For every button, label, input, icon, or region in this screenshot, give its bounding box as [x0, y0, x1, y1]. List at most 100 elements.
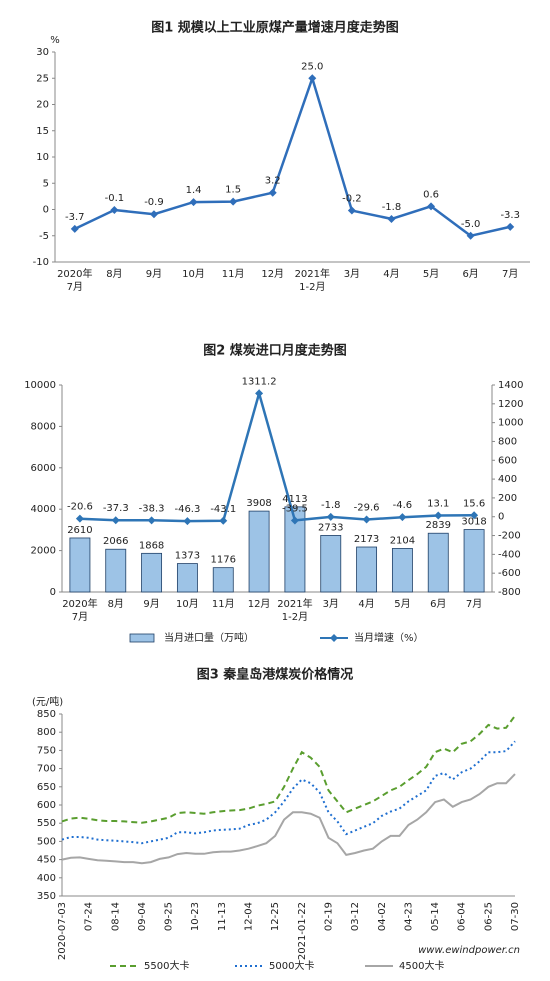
bar — [176, 563, 198, 593]
y-tick-label: 500 — [37, 836, 56, 847]
marker — [398, 513, 407, 522]
data-label: 2104 — [390, 535, 415, 546]
y-tick-label: 10 — [36, 152, 49, 163]
x-tick-label: 8月 — [106, 268, 122, 280]
y-tick-label: -5 — [39, 231, 49, 242]
series-line — [61, 715, 516, 824]
x-tick-label: 8月 — [108, 598, 124, 610]
watermark: www.ewindpower.cn — [418, 945, 520, 956]
marker — [326, 512, 335, 521]
x-tick-label: 12-25 — [270, 902, 281, 931]
marker — [434, 511, 443, 520]
data-label: 1868 — [139, 540, 164, 551]
y-tick-label: 2000 — [31, 546, 56, 557]
bar — [284, 506, 306, 593]
x-tick-label: 2021年 1-2月 — [295, 267, 330, 293]
y2-tick-label: -600 — [498, 568, 521, 579]
marker — [75, 514, 84, 523]
y-tick-label: 550 — [37, 818, 56, 829]
bar — [427, 532, 449, 593]
x-tick-label: 02-19 — [323, 902, 334, 931]
marker — [470, 511, 479, 520]
y-tick-label: 800 — [37, 727, 56, 738]
series-line — [74, 74, 511, 238]
y2-tick-label: -200 — [498, 531, 521, 542]
y-tick-label: 25 — [36, 73, 49, 84]
data-label: 3018 — [461, 517, 486, 528]
y-tick-label: 600 — [37, 800, 56, 811]
data-label: -0.1 — [105, 193, 125, 204]
data-label: -46.3 — [174, 504, 200, 515]
marker — [308, 74, 317, 83]
x-tick-label: 06-25 — [483, 902, 494, 931]
data-label: 0.6 — [423, 189, 439, 200]
x-tick-label: 11月 — [212, 598, 235, 610]
x-tick-label: 5月 — [394, 598, 410, 610]
y-tick-label: 0 — [43, 205, 49, 216]
data-label: -3.7 — [65, 212, 85, 223]
y-tick-label: 700 — [37, 764, 56, 775]
x-tick-label: 06-04 — [457, 902, 468, 931]
bar — [141, 552, 163, 593]
y-tick-label: 0 — [50, 587, 56, 598]
x-tick-label: 7月 — [502, 268, 518, 280]
data-label: 13.1 — [427, 498, 449, 509]
data-label: 2173 — [354, 534, 379, 545]
data-label: 3.2 — [265, 176, 281, 187]
bar — [212, 567, 234, 593]
data-label: -20.6 — [67, 502, 93, 513]
x-tick-label: 09-25 — [164, 902, 175, 931]
marker — [149, 210, 158, 219]
legend-label: 当月增速（%） — [354, 631, 424, 644]
data-label: -39.5 — [282, 503, 308, 514]
marker — [427, 202, 436, 211]
data-label: -0.2 — [342, 194, 362, 205]
data-label: -3.3 — [500, 210, 520, 221]
y2-tick-label: 400 — [498, 474, 517, 485]
marker — [219, 516, 228, 525]
data-label: 3908 — [246, 498, 271, 509]
legend-swatch — [129, 633, 155, 643]
data-label: -0.9 — [144, 197, 164, 208]
data-label: 4113 — [282, 494, 307, 505]
x-tick-label: 2020年 7月 — [62, 597, 97, 623]
y-tick-label: 6000 — [31, 463, 56, 474]
legend-marker — [330, 634, 338, 642]
x-tick-label: 2021年 1-2月 — [277, 597, 312, 623]
x-tick-label: 03-12 — [350, 902, 361, 931]
data-label: 1311.2 — [242, 376, 277, 387]
x-tick-label: 09-04 — [137, 902, 148, 931]
y-tick-label: 750 — [37, 745, 56, 756]
y-tick-label: 350 — [37, 891, 56, 902]
marker — [387, 214, 396, 223]
y2-tick-label: 0 — [498, 512, 504, 523]
x-tick-label: 05-14 — [430, 902, 441, 931]
legend-label: 当月进口量（万吨） — [164, 631, 254, 644]
series-line — [79, 388, 475, 523]
x-tick-label: 12-04 — [244, 902, 255, 931]
data-label: 2839 — [426, 520, 451, 531]
x-tick-label: 9月 — [146, 268, 162, 280]
y2-tick-label: 1000 — [498, 418, 523, 429]
marker — [70, 224, 79, 233]
marker — [290, 516, 299, 525]
y2-tick-label: 200 — [498, 493, 517, 504]
data-label: -29.6 — [354, 503, 380, 514]
x-tick-label: 5月 — [423, 268, 439, 280]
y2-tick-label: -800 — [498, 587, 521, 598]
x-tick-label: 9月 — [143, 598, 159, 610]
bar — [320, 535, 342, 593]
data-label: -1.8 — [382, 202, 402, 213]
x-tick-label: 3月 — [344, 268, 360, 280]
data-label: 1.5 — [225, 185, 241, 196]
x-tick-label: 04-23 — [403, 902, 414, 931]
marker — [347, 206, 356, 215]
y2-tick-label: 600 — [498, 455, 517, 466]
bar — [69, 537, 91, 593]
bar — [463, 529, 485, 593]
y-tick-label: 10000 — [24, 380, 56, 391]
marker — [506, 222, 515, 231]
data-label: 1373 — [175, 551, 200, 562]
marker — [183, 517, 192, 526]
marker — [147, 516, 156, 525]
